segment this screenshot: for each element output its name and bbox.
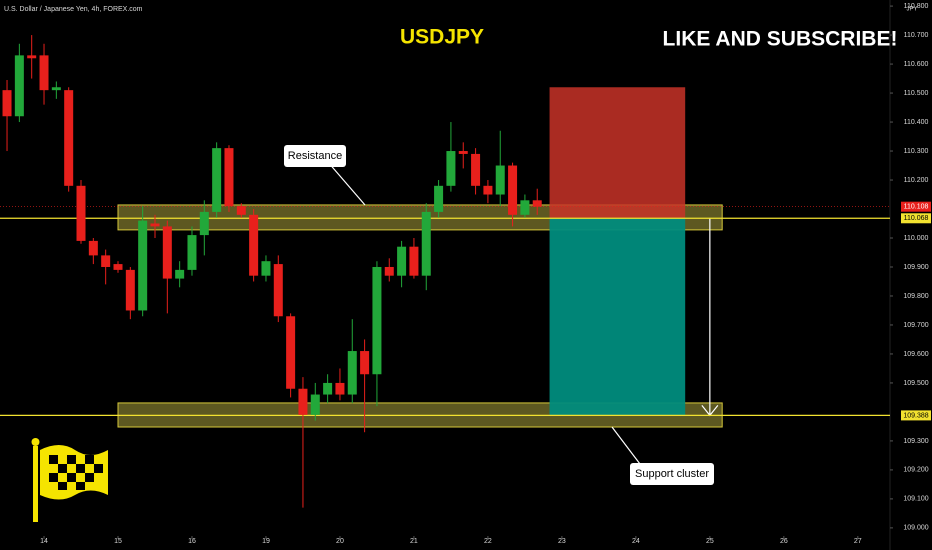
y-tick-label: 109.300 [903, 438, 928, 445]
flag-icon [31, 438, 108, 522]
candle-body [384, 266, 394, 276]
x-tick-label: 16 [188, 538, 196, 545]
stop-zone [549, 87, 686, 219]
x-tick-label: 27 [854, 538, 862, 545]
x-tick-label: 21 [410, 538, 418, 545]
candle-body [335, 382, 345, 395]
callout-box [284, 145, 346, 167]
price-label: 109.388 [903, 412, 928, 419]
candle-body [360, 351, 370, 375]
candle-body [64, 90, 74, 186]
candle-body [14, 55, 24, 117]
x-tick-label: 14 [40, 538, 48, 545]
y-tick-label: 110.500 [904, 90, 929, 97]
y-tick-label: 109.600 [903, 351, 928, 358]
target-zone [549, 218, 686, 416]
y-tick-label: 110.700 [904, 32, 929, 39]
y-tick-label: 109.900 [903, 264, 928, 271]
candle-body [88, 240, 98, 256]
candle-body [372, 266, 382, 375]
candle-body [458, 151, 468, 154]
candle-body [236, 206, 246, 215]
candle-body [261, 261, 271, 276]
candle-body [101, 255, 111, 267]
candle-body [471, 153, 481, 186]
candle-body [2, 90, 12, 117]
y-tick-label: 109.000 [903, 525, 928, 532]
y-tick-label: 109.800 [903, 293, 928, 300]
candle-body [51, 87, 61, 91]
last-price-bg [901, 201, 931, 212]
x-tick-label: 15 [114, 538, 122, 545]
x-tick-label: 25 [706, 538, 714, 545]
candle-body [409, 246, 419, 276]
x-tick-label: 26 [780, 538, 788, 545]
candle-body [175, 269, 185, 279]
candle-body [532, 200, 542, 207]
callout-pointer [611, 426, 641, 465]
candle-body [138, 220, 148, 311]
callout-text: Resistance [288, 150, 342, 162]
candle-body [323, 382, 333, 395]
x-tick-label: 20 [336, 538, 344, 545]
candle-body [212, 148, 222, 212]
candle-body [199, 211, 209, 236]
y-tick-label: 110.200 [904, 177, 929, 184]
y-tick-label: 110.000 [904, 235, 929, 242]
x-tick-label: 23 [558, 538, 566, 545]
candle-body [273, 264, 283, 317]
y-tick-label: 109.700 [903, 322, 928, 329]
callout-text: Support cluster [635, 468, 709, 480]
candle-body [27, 55, 37, 59]
candle-body [39, 55, 49, 91]
y-tick-label: 109.500 [903, 380, 928, 387]
price-label: 110.068 [904, 215, 929, 222]
candle-body [508, 165, 518, 215]
candle-body [483, 185, 493, 195]
candle-body [434, 185, 444, 212]
candle-body [446, 151, 456, 186]
callout-box [630, 463, 714, 485]
candle-body [162, 226, 172, 279]
x-tick-label: 22 [484, 538, 492, 545]
candle-body [298, 388, 308, 415]
y-tick-label: 110.600 [904, 61, 929, 68]
candle-body [520, 200, 530, 215]
y-tick-label: 110.800 [904, 3, 929, 10]
candle-body [495, 165, 505, 195]
candle-body [125, 269, 135, 311]
price-label-bg [901, 410, 931, 421]
candle-body [310, 394, 320, 415]
candle-body [113, 264, 123, 270]
callout-pointer [330, 164, 366, 206]
y-tick-label: 109.200 [903, 467, 928, 474]
candle-body [224, 148, 234, 207]
candle-body [347, 351, 357, 395]
candle-body [286, 316, 296, 389]
candle-body [150, 223, 160, 227]
chart-title: USDJPY [400, 26, 484, 49]
chart-subtitle: U.S. Dollar / Japanese Yen, 4h, FOREX.co… [4, 6, 143, 13]
y-tick-label: 110.400 [904, 119, 929, 126]
currency: JPY [906, 7, 917, 13]
price-label-bg [901, 213, 931, 224]
candle-body [249, 214, 259, 276]
last-price-label: 110.108 [904, 204, 929, 211]
candle-body [421, 211, 431, 276]
x-tick-label: 24 [632, 538, 640, 545]
y-tick-label: 110.300 [904, 148, 929, 155]
candle-body [397, 246, 407, 276]
candle-body [187, 235, 197, 270]
x-tick-label: 19 [262, 538, 270, 545]
y-tick-label: 109.100 [903, 496, 928, 503]
candle-body [76, 185, 86, 241]
call-to-action: LIKE AND SUBSCRIBE! [663, 28, 898, 51]
